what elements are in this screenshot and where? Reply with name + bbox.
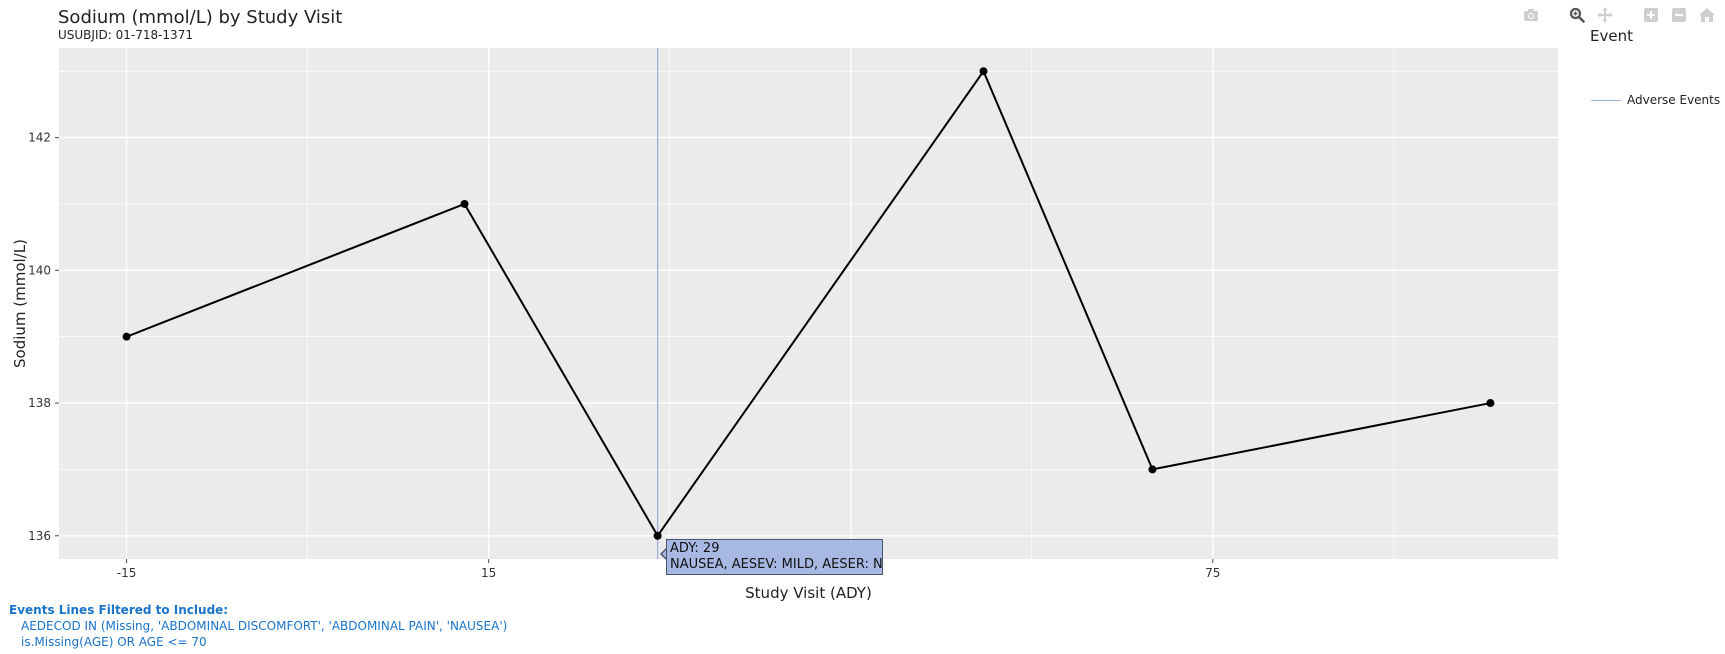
chart-subtitle: USUBJID: 01-718-1371 (58, 28, 193, 42)
legend-item-label: Adverse Events (1627, 93, 1721, 107)
data-point[interactable] (979, 67, 988, 76)
y-tick-label: 138 (28, 396, 51, 410)
y-axis-title: Sodium (mmol/L) (11, 239, 29, 368)
x-axis-title: Study Visit (ADY) (745, 584, 872, 602)
tooltip-arrow-fill (662, 549, 667, 559)
y-tick-label: 142 (28, 131, 51, 145)
modebar (1521, 6, 1717, 24)
grid-layer (59, 48, 1558, 559)
zoom-in-icon[interactable] (1641, 6, 1661, 24)
data-point[interactable] (1486, 399, 1495, 408)
series-layer (122, 67, 1495, 540)
legend-swatch (1591, 99, 1621, 101)
zoom-icon[interactable] (1567, 6, 1587, 24)
legend-title: Event (1590, 27, 1633, 45)
data-point[interactable] (1148, 465, 1157, 474)
tooltip-line-1: ADY: 29 (670, 541, 720, 556)
filter-note: Events Lines Filtered to Include: AEDECO… (9, 602, 507, 650)
ticks-layer: -15 15 75 136 138 140 142 (28, 131, 1220, 580)
y-tick-label: 136 (28, 529, 51, 543)
x-tick-label: 15 (481, 566, 496, 580)
tooltip-line-2: NAUSEA, AESEV: MILD, AESER: N (670, 557, 883, 572)
filter-note-line-1: AEDECOD IN (Missing, 'ABDOMINAL DISCOMFO… (21, 619, 508, 633)
zoom-out-icon[interactable] (1669, 6, 1689, 24)
series-line[interactable] (126, 70, 1491, 537)
filter-note-heading: Events Lines Filtered to Include: (9, 603, 229, 617)
data-point[interactable] (653, 531, 662, 540)
legend-item-adverse-events[interactable]: Adverse Events (1591, 93, 1720, 107)
chart-title: Sodium (mmol/L) by Study Visit (58, 7, 343, 28)
home-icon[interactable] (1697, 6, 1717, 24)
pan-icon[interactable] (1595, 6, 1615, 24)
data-point[interactable] (122, 332, 131, 341)
camera-icon[interactable] (1521, 6, 1541, 24)
x-tick-label: -15 (117, 566, 137, 580)
x-tick-label: 75 (1205, 566, 1220, 580)
y-tick-label: 140 (28, 263, 51, 277)
hover-tooltip: ADY: 29 NAUSEA, AESEV: MILD, AESER: N (666, 539, 883, 575)
data-point[interactable] (460, 199, 469, 208)
filter-note-line-2: is.Missing(AGE) OR AGE <= 70 (21, 635, 207, 649)
plot-area[interactable] (59, 48, 1558, 559)
